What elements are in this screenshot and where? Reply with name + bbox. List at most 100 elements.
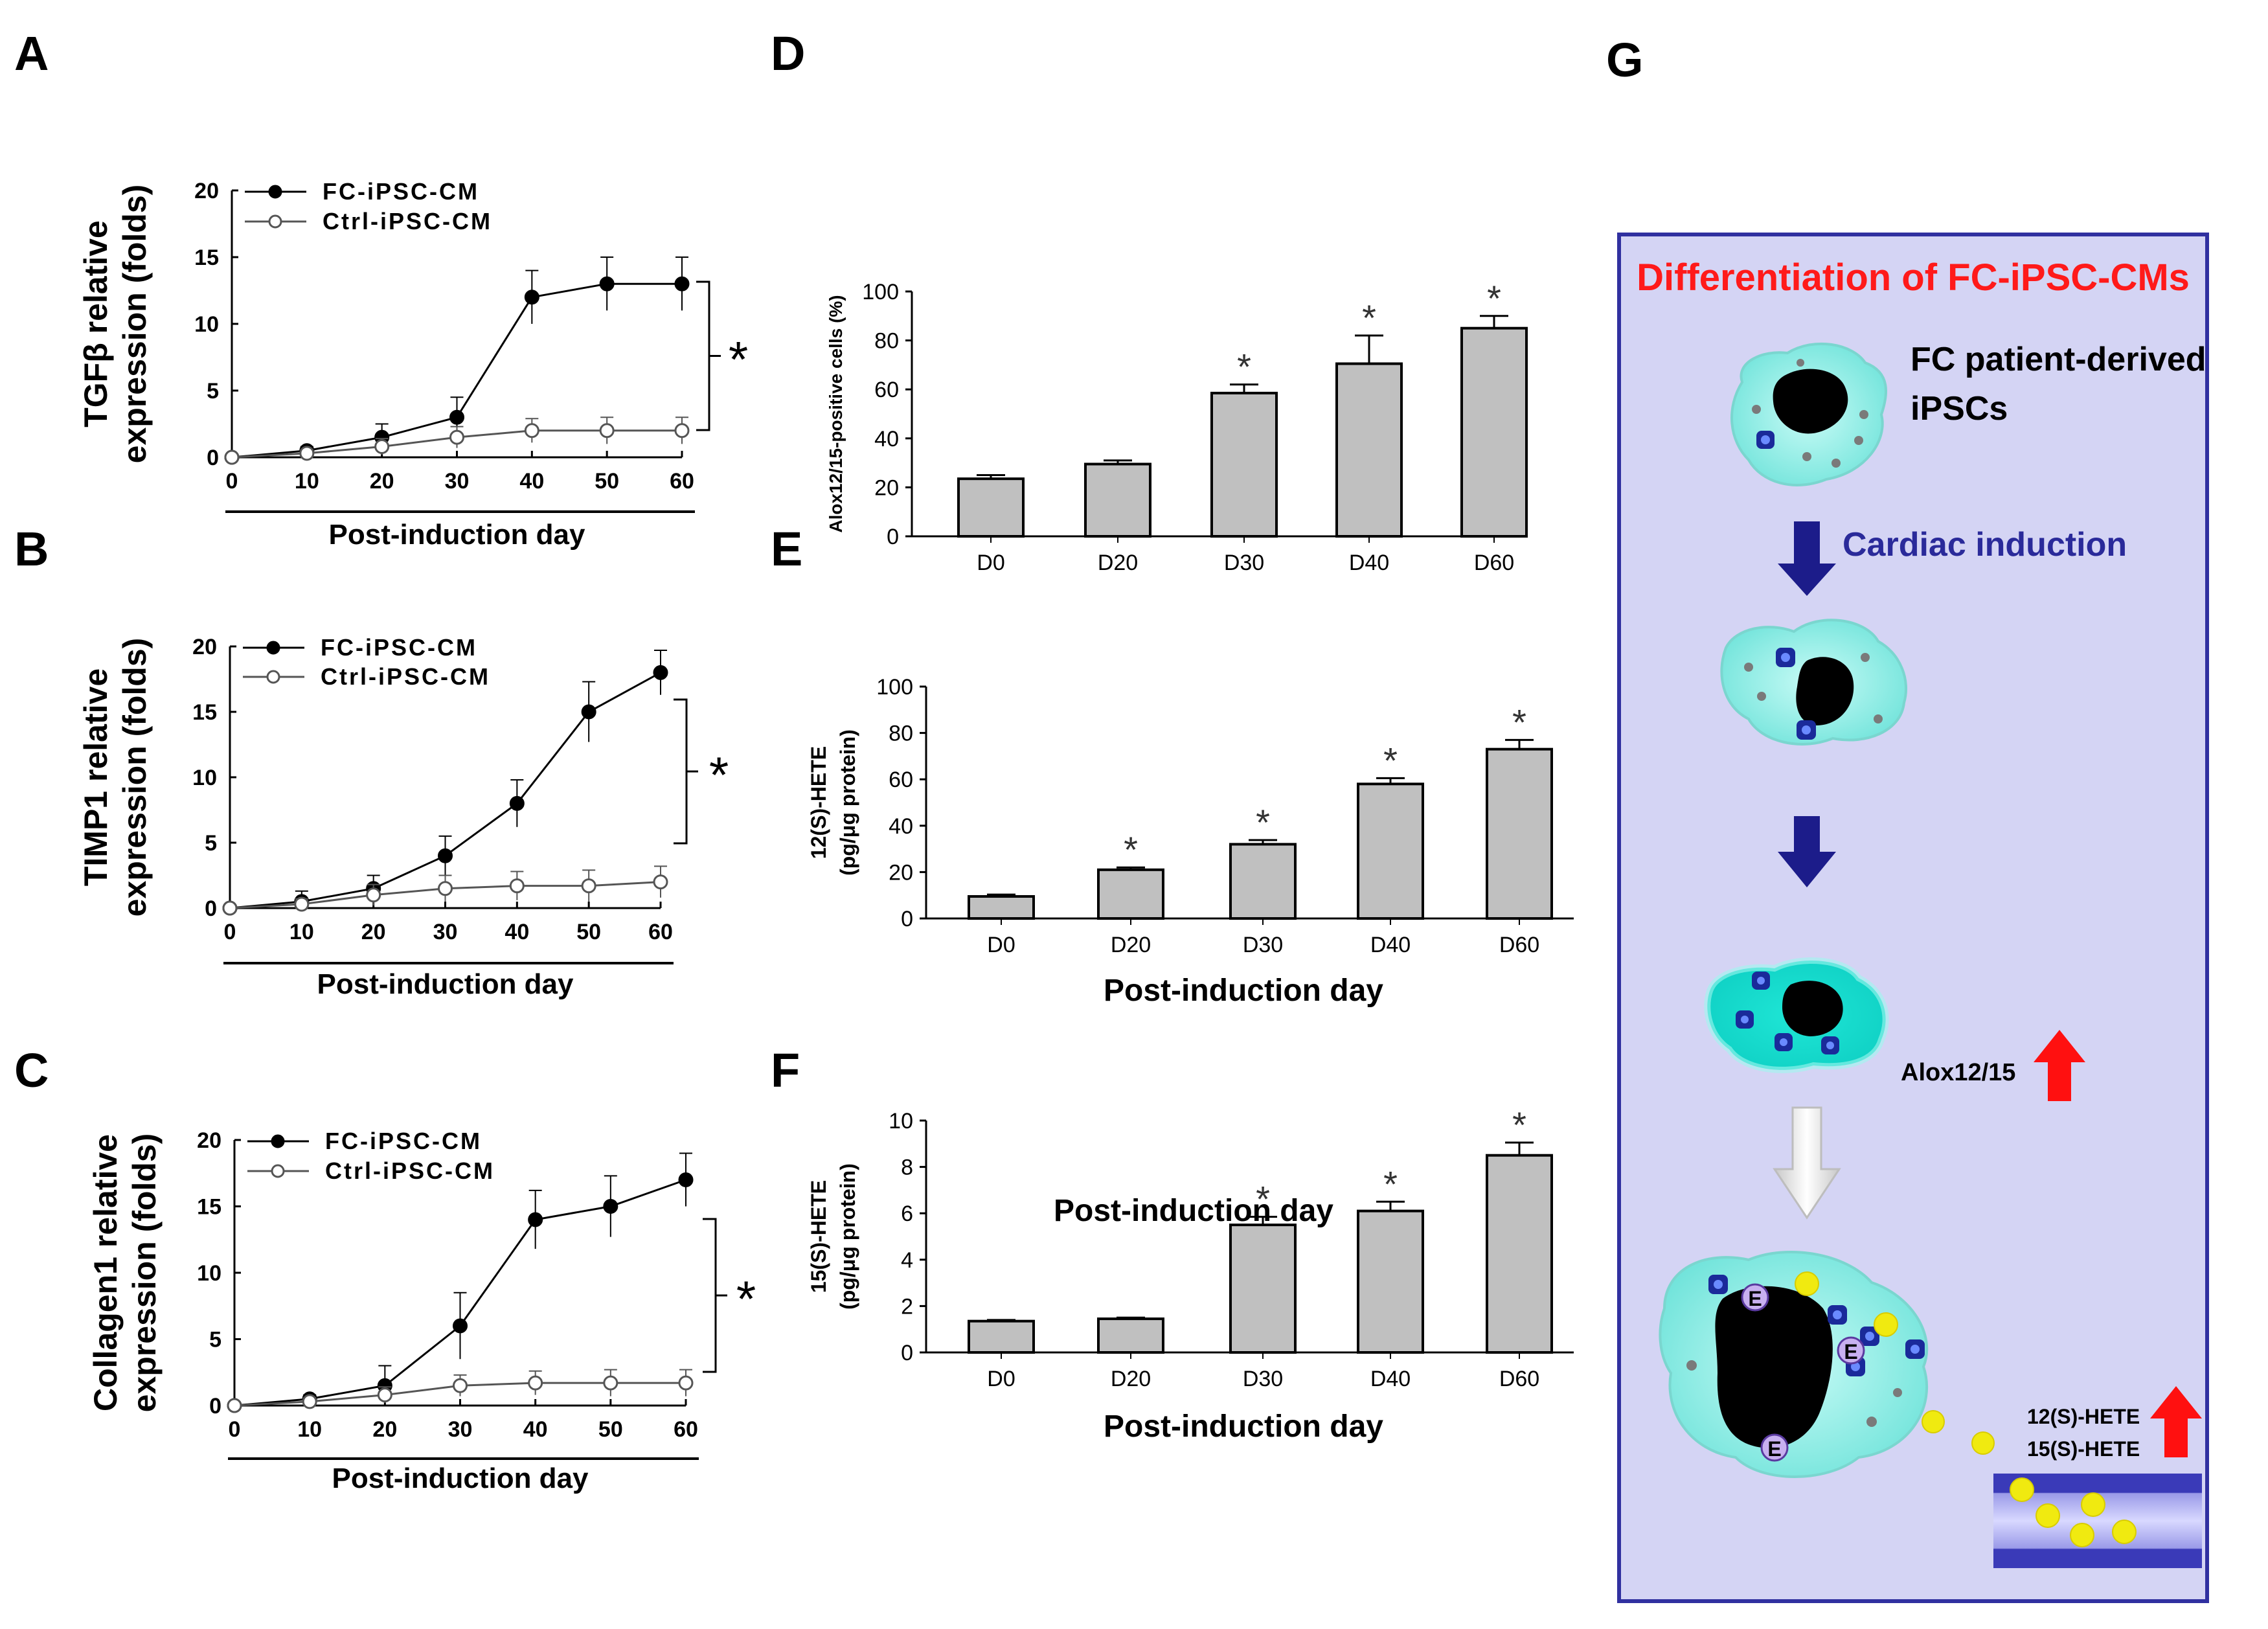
y-axis-title: (pg/μg protein) bbox=[836, 729, 859, 876]
x-tick-label: 30 bbox=[448, 1417, 473, 1442]
data-point bbox=[581, 704, 596, 720]
y-tick-label: 40 bbox=[889, 814, 913, 839]
y-tick-label: 0 bbox=[209, 1394, 221, 1418]
panel-letter-d: D bbox=[771, 27, 806, 80]
up-arrow-icon bbox=[2150, 1386, 2202, 1457]
panel-letter-f: F bbox=[771, 1043, 800, 1097]
y-tick-label: 6 bbox=[901, 1202, 913, 1226]
mitochondria-icon bbox=[1781, 653, 1790, 662]
mitochondria-icon bbox=[1736, 972, 1839, 1054]
data-point bbox=[653, 874, 668, 890]
x-tick-label: D40 bbox=[1370, 1367, 1411, 1391]
data-point bbox=[294, 896, 310, 912]
x-tick-label: D40 bbox=[1349, 551, 1389, 575]
bar bbox=[1229, 843, 1297, 920]
cell-label-line2: iPSCs bbox=[1911, 390, 2008, 427]
data-point bbox=[366, 887, 381, 903]
bar-chart-d bbox=[905, 290, 1528, 543]
arrow-label: Cardiac induction bbox=[1843, 526, 2127, 564]
data-point bbox=[581, 878, 596, 894]
x-tick-label: 0 bbox=[226, 469, 238, 494]
y-tick-label: 5 bbox=[205, 831, 217, 856]
ipsc-cell bbox=[1730, 342, 1888, 486]
y-axis-title: expression (folds) bbox=[117, 185, 153, 464]
x-tick-label: 40 bbox=[523, 1417, 548, 1442]
x-tick-label: D60 bbox=[1499, 933, 1539, 957]
y-axis-title: expression (folds) bbox=[126, 1133, 163, 1413]
data-point bbox=[599, 423, 615, 439]
x-tick-label: 10 bbox=[295, 469, 319, 494]
data-point bbox=[524, 290, 539, 305]
up-arrow-icon bbox=[2034, 1030, 2085, 1101]
y-axis-title: 12(S)-HETE bbox=[807, 746, 830, 859]
x-tick-label: 60 bbox=[670, 469, 694, 494]
y-tick-label: 0 bbox=[901, 1341, 913, 1365]
x-axis-title: Post-induction day bbox=[1104, 974, 1383, 1008]
y-tick-label: 10 bbox=[192, 766, 217, 790]
y-tick-label: 15 bbox=[194, 245, 219, 270]
x-axis-title: Post-induction day bbox=[332, 1463, 589, 1494]
x-tick-label: D0 bbox=[987, 933, 1015, 957]
y-tick-label: 10 bbox=[889, 1109, 913, 1133]
diagram-title: Differentiation of FC-iPSC-CMs bbox=[1637, 256, 2190, 299]
x-axis-title: Post-induction day bbox=[329, 519, 586, 551]
data-point bbox=[524, 423, 539, 439]
panel-letter-b: B bbox=[14, 522, 49, 576]
significance-star: * bbox=[736, 1270, 756, 1327]
y-tick-label: 20 bbox=[194, 179, 219, 203]
svg-text:E: E bbox=[1844, 1340, 1857, 1363]
data-point bbox=[222, 900, 238, 916]
significance-star: * bbox=[1512, 1104, 1526, 1145]
x-tick-label: D20 bbox=[1111, 933, 1151, 957]
hollow-down-arrow-icon bbox=[1773, 1106, 1841, 1220]
bar bbox=[1460, 326, 1528, 538]
bar bbox=[1084, 462, 1151, 538]
data-point bbox=[453, 1318, 468, 1334]
y-tick-label: 0 bbox=[887, 525, 899, 549]
y-axis-title: Alox12/15-positive cells (%) bbox=[826, 295, 846, 532]
nucleus-icon bbox=[1773, 369, 1848, 434]
y-tick-label: 15 bbox=[192, 700, 217, 725]
x-tick-label: D20 bbox=[1098, 551, 1138, 575]
significance-star: * bbox=[1383, 740, 1398, 780]
fibrotic-cell: E E E bbox=[1659, 1250, 1929, 1478]
bar bbox=[1335, 362, 1403, 538]
legend-marker bbox=[266, 670, 280, 684]
significance-star: * bbox=[1383, 1163, 1398, 1204]
data-point bbox=[449, 429, 464, 445]
mitochondria-icon bbox=[1761, 435, 1770, 444]
legend-marker bbox=[271, 1164, 285, 1178]
legend-label: FC-iPSC-CM bbox=[325, 1128, 482, 1154]
y-tick-label: 0 bbox=[207, 446, 219, 470]
y-tick-label: 4 bbox=[901, 1248, 913, 1273]
bar bbox=[1486, 1154, 1553, 1354]
y-tick-label: 2 bbox=[901, 1294, 913, 1319]
legend-marker bbox=[266, 641, 280, 655]
data-point bbox=[678, 1172, 694, 1187]
significance-star: * bbox=[1512, 701, 1526, 742]
y-tick-label: 0 bbox=[901, 907, 913, 931]
y-tick-label: 20 bbox=[192, 635, 217, 659]
x-tick-label: D20 bbox=[1111, 1367, 1151, 1391]
y-tick-label: 20 bbox=[889, 860, 913, 885]
x-tick-label: 60 bbox=[648, 920, 673, 944]
x-tick-label: 50 bbox=[576, 920, 601, 944]
significance-star: * bbox=[1237, 347, 1251, 387]
y-axis-title: TGFβ relative bbox=[78, 220, 114, 427]
line-chart-b bbox=[222, 641, 698, 964]
data-point bbox=[674, 276, 690, 291]
data-point bbox=[603, 1199, 618, 1214]
y-tick-label: 80 bbox=[889, 722, 913, 746]
hete-label-2: 15(S)-HETE bbox=[2027, 1437, 2140, 1461]
legend-marker bbox=[268, 214, 282, 229]
y-axis-title: TIMP1 relative bbox=[78, 668, 114, 886]
x-tick-label: 50 bbox=[595, 469, 619, 494]
data-point bbox=[653, 665, 668, 680]
x-tick-label: 10 bbox=[297, 1417, 322, 1442]
data-point bbox=[374, 439, 390, 455]
data-point bbox=[438, 848, 453, 863]
panel-letter-c: C bbox=[14, 1043, 49, 1097]
y-axis-title: 15(S)-HETE bbox=[807, 1180, 830, 1293]
bar bbox=[1097, 1317, 1164, 1354]
